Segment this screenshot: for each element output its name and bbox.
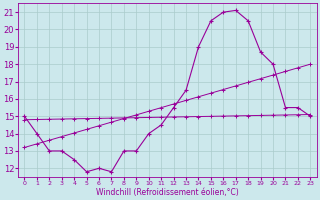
X-axis label: Windchill (Refroidissement éolien,°C): Windchill (Refroidissement éolien,°C): [96, 188, 239, 197]
